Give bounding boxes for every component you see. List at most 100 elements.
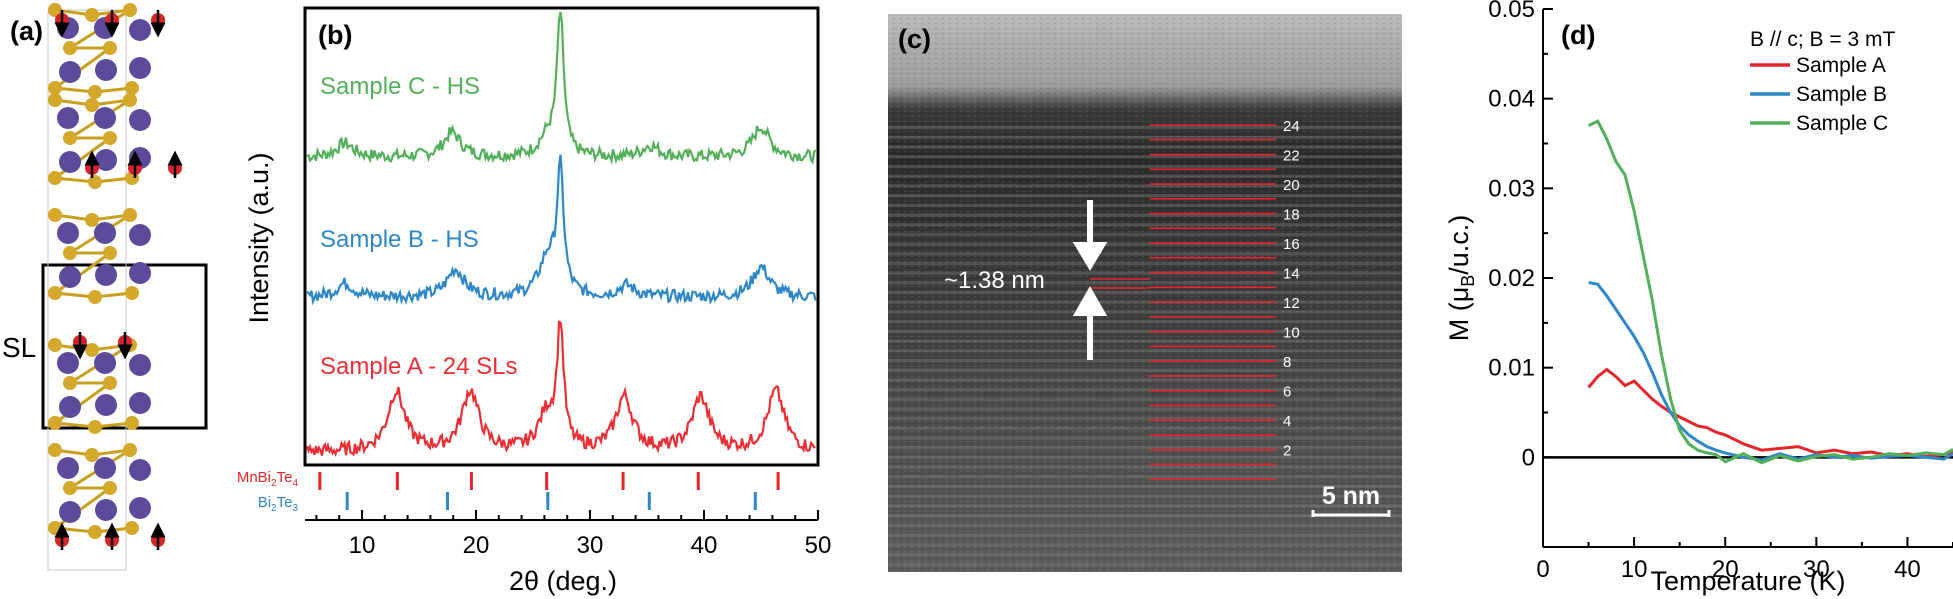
bond <box>54 251 111 295</box>
te-atom <box>88 85 102 99</box>
panel-c-tem-image: (c) 24 22 20 18 16 14 12 10 8 6 4 2 ~1.38 nm 5 nm <box>888 14 1402 572</box>
bi-atom <box>129 224 151 246</box>
mag-x-tick-label: 40 <box>1894 556 1921 583</box>
bi-atom <box>129 57 151 79</box>
panel-b-xrd: (b) Sample C - HS Sample B - HS Sample A… <box>237 6 831 596</box>
te-atom <box>63 131 77 145</box>
te-atom <box>85 448 99 462</box>
bi-atom <box>94 352 116 374</box>
bi-atom <box>129 19 151 41</box>
te-atom <box>48 171 62 185</box>
mag-x-tick-label: 10 <box>1621 556 1648 583</box>
layer-spacing-label: ~1.38 nm <box>944 267 1045 294</box>
bi-atom <box>57 222 79 244</box>
te-atom <box>48 3 62 17</box>
xrd-x-axis: 10 20 30 40 50 <box>305 510 831 559</box>
layer-number: 22 <box>1283 148 1300 165</box>
layer-number: 8 <box>1283 354 1291 371</box>
mag-series <box>1587 119 1953 465</box>
mag-y-tick-label: 0.05 <box>1488 0 1535 23</box>
layer-number: 6 <box>1283 384 1291 401</box>
reference-tick-rows <box>318 472 780 510</box>
crystal-lattice <box>47 3 183 571</box>
te-atom <box>48 208 62 222</box>
xrd-x-tick-label: 10 <box>349 532 376 559</box>
mag-legend: Sample A Sample B Sample C <box>1750 54 1888 135</box>
te-atom <box>88 525 102 539</box>
legend-title: B // c; B = 3 mT <box>1750 28 1895 51</box>
mag-line-sample-a <box>1587 367 1953 458</box>
te-atom <box>48 286 62 300</box>
te-atom <box>103 481 117 495</box>
xrd-x-tick-label: 20 <box>463 532 490 559</box>
bi-atom <box>95 149 117 171</box>
bi-atom <box>57 107 79 129</box>
te-atom <box>63 376 77 390</box>
xrd-trace-sample-b <box>306 154 817 306</box>
te-atom <box>103 246 117 260</box>
te-atom <box>88 175 102 189</box>
layer-number: 18 <box>1283 207 1300 224</box>
te-atom <box>63 481 77 495</box>
layer-number: 4 <box>1283 413 1291 430</box>
bi-atom <box>95 394 117 416</box>
te-atom <box>125 416 139 430</box>
bi-atom <box>129 497 151 519</box>
mag-y-tick-label: 0.01 <box>1488 355 1535 382</box>
te-atom <box>103 41 117 55</box>
bond <box>54 46 111 90</box>
mag-x-tick-label: 20 <box>1712 556 1739 583</box>
te-atom <box>123 93 137 107</box>
te-atom <box>63 41 77 55</box>
xrd-x-tick-label: 30 <box>577 532 604 559</box>
bi-atom <box>129 459 151 481</box>
scale-bar <box>1311 510 1391 517</box>
bi2te3-reference-label: Bi2Te3 <box>258 494 299 514</box>
bi-atom <box>59 501 81 523</box>
mag-y-tick-label: 0 <box>1522 444 1535 471</box>
xrd-x-axis-title: 2θ (deg.) <box>509 566 617 596</box>
bi-atom <box>59 151 81 173</box>
panel-a-label: (a) <box>10 16 43 46</box>
panel-a-crystal-structure: (a) SL <box>2 3 208 571</box>
mag-x-tick-label: 30 <box>1803 556 1830 583</box>
sl-label: SL <box>2 332 36 363</box>
bi-atom <box>94 222 116 244</box>
bi-atom <box>129 262 151 284</box>
mag-line-sample-b <box>1588 281 1953 462</box>
bond <box>54 381 111 425</box>
trace-label-sample-a: Sample A - 24 SLs <box>320 353 517 380</box>
bi-atom <box>94 457 116 479</box>
xrd-x-tick-label: 50 <box>805 532 832 559</box>
te-atom <box>48 338 62 352</box>
mag-y-tick-label: 0.04 <box>1488 86 1535 113</box>
te-atom <box>48 416 62 430</box>
te-atom <box>123 443 137 457</box>
spacing-arrow-up-icon <box>1072 285 1108 360</box>
bi-atom <box>129 109 151 131</box>
bi-atom <box>57 352 79 374</box>
layer-number: 14 <box>1283 266 1300 283</box>
panel-b-label: (b) <box>318 20 352 50</box>
mag-x-axis-title: Temperature (K) <box>1650 566 1845 596</box>
bi-atom <box>57 457 79 479</box>
te-atom <box>85 213 99 227</box>
tem-layer-numbers: 24 22 20 18 16 14 12 10 8 6 4 2 <box>1283 118 1300 460</box>
te-atom <box>123 208 137 222</box>
bi-atom <box>129 354 151 376</box>
te-atom <box>85 343 99 357</box>
bi-atom <box>59 396 81 418</box>
mag-line-sample-c <box>1587 119 1953 465</box>
panel-d-label: (d) <box>1561 20 1595 50</box>
te-atom <box>88 420 102 434</box>
mag-y-tick-label: 0.02 <box>1488 265 1535 292</box>
layer-number: 24 <box>1283 118 1300 135</box>
bi-atom <box>95 264 117 286</box>
bi-atom <box>59 61 81 83</box>
panel-c-label: (c) <box>898 24 931 54</box>
te-atom <box>63 246 77 260</box>
panel-d-magnetization: 0 0.01 0.02 0.03 0.04 0.05 0 10 20 30 40 (d) B // … <box>1444 0 1953 596</box>
bond <box>54 486 111 530</box>
mag-y-axis-title: M (μB/u.c.) <box>1444 215 1478 342</box>
